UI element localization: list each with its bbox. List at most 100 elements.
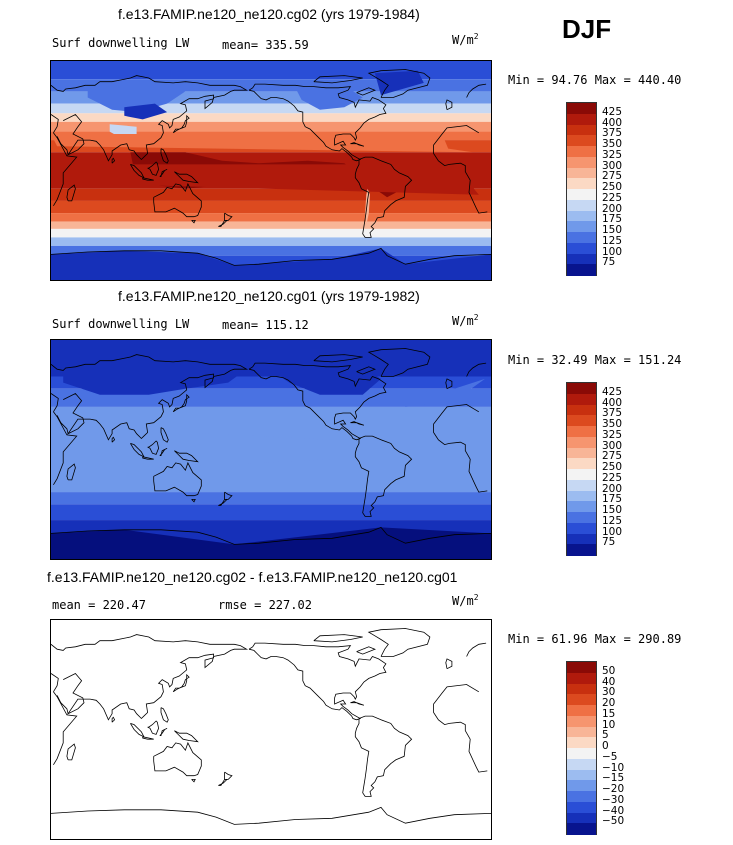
colorbar-tick-label: 425 — [602, 385, 623, 398]
coastline — [51, 75, 249, 162]
colorbar-tick-label: −10 — [602, 761, 625, 774]
coastline — [218, 219, 228, 227]
coastline — [51, 393, 59, 413]
colorbar-cell — [567, 512, 596, 524]
coastline — [160, 427, 169, 443]
andes — [365, 188, 370, 226]
coastline — [160, 707, 169, 723]
coastline — [142, 456, 154, 460]
coastline — [51, 354, 249, 441]
colorbar-cell — [567, 715, 596, 727]
coastline — [51, 673, 59, 693]
colorbar-cell — [567, 533, 596, 545]
season-label: DJF — [562, 14, 612, 44]
colorbar-tick-label: 175 — [602, 493, 623, 506]
colorbar-control — [566, 382, 597, 556]
coastline — [313, 75, 363, 84]
coastline — [56, 136, 69, 155]
colorbar-cell — [567, 426, 596, 438]
coastline — [356, 366, 376, 375]
colorbar-cell — [567, 103, 596, 115]
rmse-label: rmse = 227.02 — [218, 598, 312, 612]
coastline — [111, 716, 116, 723]
colorbar-cell — [567, 156, 596, 168]
colorbar-tick-label: 200 — [602, 202, 623, 215]
coastline — [313, 354, 363, 363]
colorbar-tick-label: 300 — [602, 159, 623, 172]
colorbar-tick-label: 15 — [602, 707, 616, 720]
colorbar-tick-label: 350 — [602, 418, 623, 430]
colorbar-tick-label: −50 — [602, 815, 625, 828]
units-label: W/m2 — [452, 32, 479, 47]
north-atlantic — [393, 378, 485, 407]
colorbar-cell — [567, 146, 596, 158]
tropics — [136, 431, 333, 468]
coastline — [445, 658, 453, 670]
coastline — [191, 498, 196, 503]
colorbar-cell — [567, 479, 596, 491]
coastline — [433, 404, 488, 493]
coastline — [354, 156, 413, 238]
field-band — [51, 228, 491, 238]
siberia-cold — [87, 82, 186, 113]
colorbar-tick-label: 325 — [602, 148, 623, 161]
colorbar-cell — [567, 490, 596, 502]
namerica-dark — [271, 364, 381, 395]
panel-title: f.e13.FAMIP.ne120_ne120.cg02 - f.e13.FAM… — [47, 569, 458, 585]
mean-label: mean = 220.47 — [52, 598, 146, 612]
colorbar-model — [566, 102, 597, 276]
colorbar-tick-label: −30 — [602, 793, 625, 806]
coastline — [248, 83, 387, 162]
colorbar-cell — [567, 242, 596, 254]
colorbar-cell — [567, 823, 596, 835]
colorbar-tick-label: −20 — [602, 783, 625, 795]
coastline — [354, 435, 413, 517]
coastline — [466, 642, 487, 657]
coastline — [313, 634, 363, 643]
colorbar-cell — [567, 232, 596, 244]
coastline — [191, 778, 196, 783]
colorbar-tick-label: 20 — [602, 697, 616, 709]
coastline — [248, 362, 387, 441]
mongolia-cold — [124, 103, 168, 120]
coastline — [445, 99, 453, 111]
coastline — [142, 736, 154, 740]
colorbar-difference — [566, 661, 597, 835]
colorbar-tick-label: 400 — [602, 116, 623, 129]
variable-label: Surf downwelling LW — [52, 36, 190, 50]
units-label: W/m2 — [452, 593, 479, 608]
coastline — [350, 701, 365, 706]
colorbar-cell — [567, 748, 596, 760]
coastline — [354, 715, 413, 797]
colorbar-cell — [567, 210, 596, 222]
colorbar-tick-label: 425 — [602, 105, 623, 118]
coastline — [356, 646, 376, 655]
coastline — [433, 125, 488, 214]
eurasia-dark — [63, 361, 247, 395]
colorbar-tick-label: −40 — [602, 804, 625, 817]
coastline — [66, 184, 76, 202]
coastline — [224, 212, 233, 221]
colorbar-cell — [567, 178, 596, 190]
colorbar-cell — [567, 694, 596, 706]
colorbar-tick-label: 30 — [602, 686, 616, 699]
colorbar-tick-label: 75 — [602, 256, 616, 269]
colorbar-tick-label: 150 — [602, 504, 623, 516]
tibet — [109, 124, 137, 137]
sahara — [51, 134, 473, 153]
colorbar-cell — [567, 253, 596, 265]
colorbar-cell — [567, 758, 596, 770]
colorbar-tick-label: 125 — [602, 514, 623, 527]
coastline — [466, 362, 487, 377]
coastline — [147, 440, 160, 455]
coastline — [174, 450, 199, 463]
colorbar-cell — [567, 544, 596, 556]
coastline — [160, 148, 169, 164]
colorbar-cell — [567, 780, 596, 792]
coastline — [147, 720, 160, 735]
colorbar-cell — [567, 726, 596, 738]
coastline — [174, 730, 199, 743]
colorbar-tick-label: 375 — [602, 407, 623, 420]
colorbar-cell — [567, 221, 596, 233]
colorbar-tick-label: 5 — [602, 729, 609, 742]
